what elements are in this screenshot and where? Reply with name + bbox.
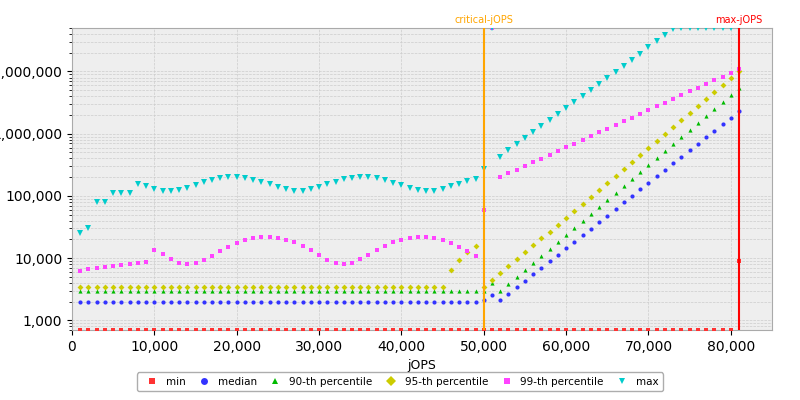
99-th percentile [570,141,579,146]
95-th percentile [562,215,571,220]
90-th percentile [75,288,85,293]
90-th percentile [644,162,654,167]
90-th percentile [487,280,497,285]
99-th percentile [75,268,85,273]
Line: 95-th percentile: 95-th percentile [78,69,741,289]
max [438,186,447,191]
99-th percentile [652,104,662,109]
Text: max-jOPS: max-jOPS [715,15,762,25]
median [644,180,654,185]
90-th percentile [610,190,620,195]
min [75,328,85,332]
median [438,299,447,304]
99-th percentile [438,238,447,242]
median [562,246,571,250]
Line: 99-th percentile: 99-th percentile [78,26,741,273]
95-th percentile [734,69,744,74]
median [487,292,497,297]
Line: median: median [78,109,741,304]
max [570,100,579,104]
99-th percentile [734,67,744,72]
min [668,328,678,332]
90-th percentile [668,142,678,146]
Legend: min, median, 90-th percentile, 95-th percentile, 99-th percentile, max: min, median, 90-th percentile, 95-th per… [138,372,662,391]
99-th percentile [487,26,497,30]
99-th percentile [619,119,629,124]
95-th percentile [668,124,678,129]
95-th percentile [75,285,85,290]
median [734,109,744,114]
median [75,299,85,304]
Line: 90-th percentile: 90-th percentile [78,86,741,293]
Text: critical-jOPS: critical-jOPS [454,15,514,25]
90-th percentile [734,86,744,90]
99-th percentile [495,175,505,180]
max [652,39,662,44]
90-th percentile [562,232,571,237]
max [487,26,497,30]
min [438,328,447,332]
95-th percentile [487,278,497,283]
median [668,161,678,166]
95-th percentile [610,173,620,178]
median [610,207,620,212]
max [495,154,505,159]
min [644,328,654,332]
95-th percentile [438,285,447,290]
Line: min: min [78,259,741,332]
max [619,63,629,68]
X-axis label: jOPS: jOPS [407,359,437,372]
Line: max: max [78,25,742,236]
95-th percentile [644,146,654,150]
90-th percentile [438,288,447,293]
max [734,26,744,30]
min [734,258,744,263]
min [610,328,620,332]
max [75,231,85,236]
max [677,26,686,30]
min [562,328,571,332]
99-th percentile [677,93,686,98]
min [487,328,497,332]
